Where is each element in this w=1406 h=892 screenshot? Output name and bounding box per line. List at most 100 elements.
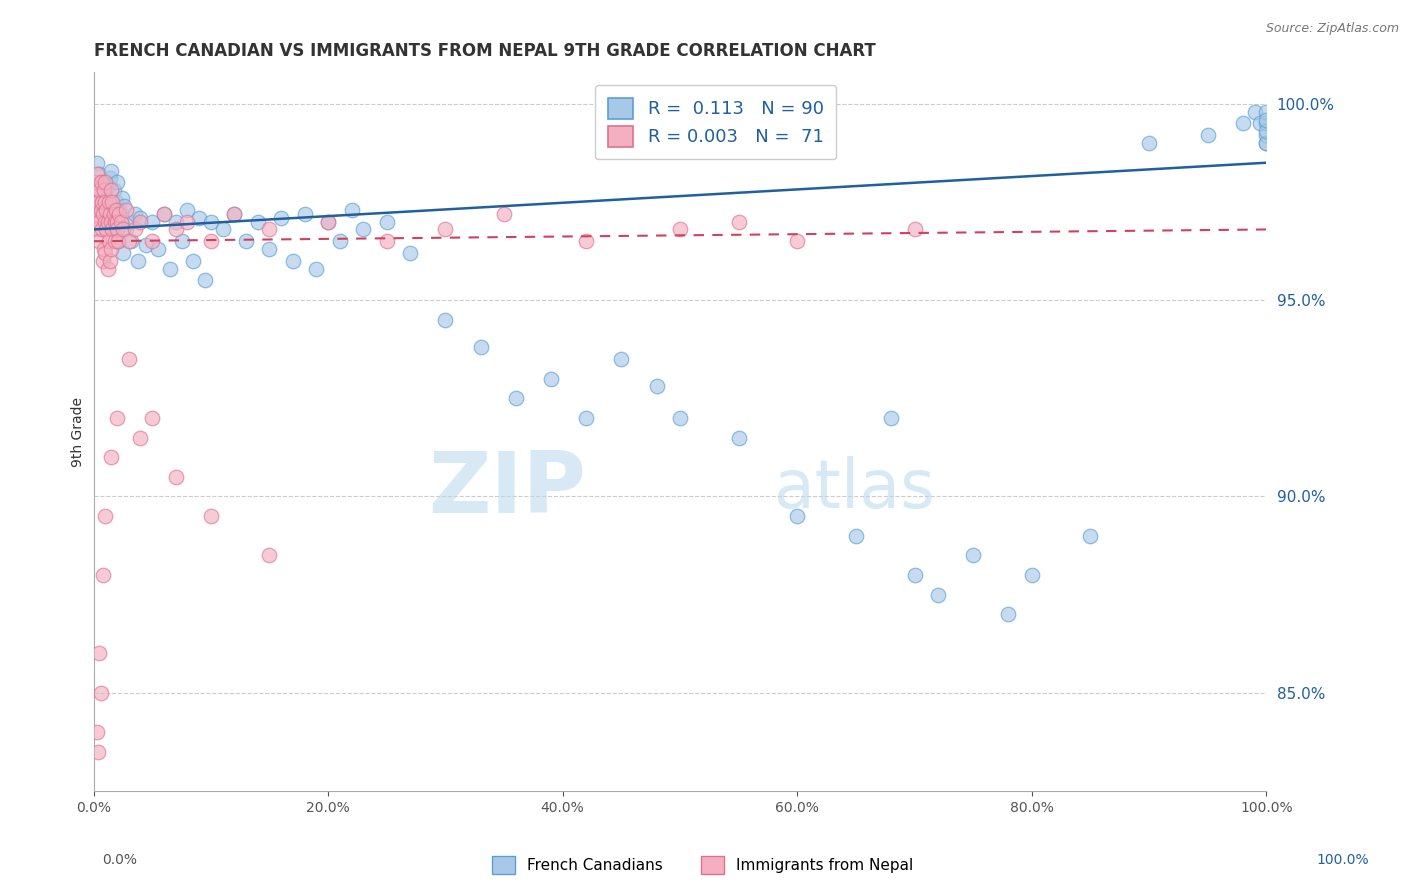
- Point: [246, 214, 269, 228]
- Point: [176, 202, 198, 217]
- Point: [610, 351, 633, 366]
- Point: [83, 183, 105, 197]
- Point: [89, 168, 111, 182]
- Point: [87, 745, 110, 759]
- Point: [1256, 116, 1278, 130]
- Point: [118, 234, 141, 248]
- Point: [101, 194, 124, 209]
- Point: [316, 214, 339, 228]
- Legend: French Canadians, Immigrants from Nepal: French Canadians, Immigrants from Nepal: [486, 850, 920, 880]
- Point: [141, 214, 163, 228]
- Point: [118, 214, 141, 228]
- Point: [112, 199, 135, 213]
- Point: [903, 222, 925, 236]
- Point: [89, 214, 111, 228]
- Point: [224, 207, 246, 221]
- Point: [294, 207, 316, 221]
- Point: [86, 168, 108, 182]
- Point: [118, 351, 141, 366]
- Point: [141, 234, 163, 248]
- Point: [786, 509, 808, 524]
- Point: [93, 183, 115, 197]
- Point: [316, 214, 339, 228]
- Point: [96, 222, 118, 236]
- Point: [100, 242, 122, 256]
- Point: [200, 509, 222, 524]
- Point: [89, 647, 111, 661]
- Point: [111, 222, 134, 236]
- Point: [1250, 116, 1272, 130]
- Point: [211, 222, 233, 236]
- Point: [375, 214, 398, 228]
- Point: [146, 242, 169, 256]
- Point: [100, 450, 122, 464]
- Point: [91, 253, 114, 268]
- Point: [880, 410, 903, 425]
- Point: [470, 340, 492, 354]
- Point: [281, 253, 304, 268]
- Point: [105, 214, 128, 228]
- Point: [1197, 128, 1219, 143]
- Point: [103, 207, 125, 221]
- Point: [1232, 116, 1254, 130]
- Point: [105, 222, 128, 236]
- Point: [153, 207, 176, 221]
- Point: [101, 222, 124, 236]
- Legend: R =  0.113   N = 90, R = 0.003   N =  71: R = 0.113 N = 90, R = 0.003 N = 71: [595, 85, 837, 160]
- Point: [352, 222, 374, 236]
- Point: [96, 202, 118, 217]
- Point: [845, 529, 868, 543]
- Point: [107, 234, 129, 248]
- Point: [200, 234, 222, 248]
- Point: [259, 242, 281, 256]
- Point: [98, 171, 121, 186]
- Point: [90, 194, 112, 209]
- Text: FRENCH CANADIAN VS IMMIGRANTS FROM NEPAL 9TH GRADE CORRELATION CHART: FRENCH CANADIAN VS IMMIGRANTS FROM NEPAL…: [94, 42, 876, 60]
- Point: [87, 183, 110, 197]
- Point: [94, 175, 117, 189]
- Point: [1137, 136, 1160, 150]
- Point: [141, 410, 163, 425]
- Point: [1256, 124, 1278, 138]
- Point: [1256, 128, 1278, 143]
- Point: [540, 371, 562, 385]
- Point: [89, 234, 111, 248]
- Point: [170, 234, 193, 248]
- Point: [90, 686, 112, 700]
- Point: [104, 222, 127, 236]
- Point: [110, 214, 132, 228]
- Point: [727, 214, 749, 228]
- Point: [434, 222, 457, 236]
- Point: [93, 242, 115, 256]
- Point: [153, 207, 176, 221]
- Point: [103, 183, 125, 197]
- Point: [94, 509, 117, 524]
- Point: [86, 725, 108, 739]
- Point: [200, 214, 222, 228]
- Point: [111, 191, 134, 205]
- Point: [1256, 136, 1278, 150]
- Point: [98, 207, 121, 221]
- Text: ZIP: ZIP: [429, 448, 586, 531]
- Point: [84, 175, 107, 189]
- Point: [669, 222, 692, 236]
- Point: [165, 214, 187, 228]
- Point: [1021, 568, 1043, 582]
- Point: [129, 211, 152, 225]
- Point: [93, 183, 115, 197]
- Point: [104, 214, 127, 228]
- Point: [101, 214, 124, 228]
- Point: [1243, 104, 1265, 119]
- Point: [90, 194, 112, 209]
- Point: [87, 222, 110, 236]
- Text: 100.0%: 100.0%: [1316, 853, 1369, 867]
- Point: [575, 410, 598, 425]
- Point: [105, 175, 128, 189]
- Point: [329, 234, 352, 248]
- Point: [96, 199, 118, 213]
- Point: [165, 222, 187, 236]
- Point: [669, 410, 692, 425]
- Point: [340, 202, 363, 217]
- Point: [575, 234, 598, 248]
- Point: [305, 261, 328, 276]
